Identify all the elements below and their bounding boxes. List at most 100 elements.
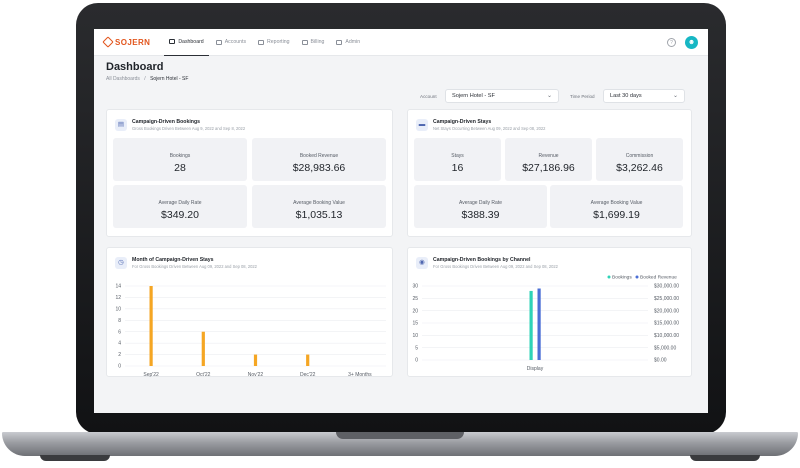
bar xyxy=(149,286,153,366)
bar-booked-revenue xyxy=(537,288,541,360)
y-tick-label: 10 xyxy=(115,306,121,312)
time-period-select[interactable]: Last 30 days ⌄ xyxy=(603,89,685,103)
card-title: Month of Campaign-Driven Stays xyxy=(132,257,214,263)
month-stays-chart: 0 2 4 6 8 10 12 14 Sep'22 Oct'22 Nov'22 Dec'22 3+ Mo… xyxy=(115,284,386,378)
nav-item-billing[interactable]: Billing xyxy=(297,29,330,56)
brand-name: SOJERN xyxy=(115,37,151,47)
breadcrumb-separator: / xyxy=(144,76,146,82)
stat-average-booking-value: Average Booking Value $1,035.13 xyxy=(252,185,386,228)
stat-label: Average Booking Value xyxy=(590,200,643,206)
nav-label: Reporting xyxy=(267,39,290,45)
stat-stays: Stays 16 xyxy=(414,138,501,181)
laptop-notch xyxy=(336,432,464,439)
stat-label: Commission xyxy=(625,153,654,159)
bar xyxy=(253,354,258,366)
x-tick-label: Nov'22 xyxy=(248,372,264,378)
y-tick-label-right: $15,000.00 xyxy=(654,321,679,327)
stat-value: $28,983.66 xyxy=(292,162,346,174)
chevron-down-icon: ⌄ xyxy=(546,93,552,99)
y-tick-label-left: 25 xyxy=(412,296,418,302)
stat-revenue: Revenue $27,186.96 xyxy=(505,138,592,181)
stat-commission: Commission $3,262.46 xyxy=(596,138,683,181)
bar xyxy=(201,331,205,366)
top-nav: SOJERN Dashboard Accounts Reporting Bill… xyxy=(94,29,708,56)
card-title: Campaign-Driven Bookings xyxy=(132,119,201,125)
stat-value: $1,035.13 xyxy=(295,209,343,221)
bed-icon: ▬ xyxy=(416,119,428,131)
channel-bookings-chart: 0 $0.00 5 $5,000.00 10 $10,000.00 15 $15,000.00… xyxy=(412,275,679,372)
sojern-logo-icon xyxy=(102,36,114,48)
legend-label: Booked Revenue xyxy=(640,275,677,281)
y-tick-label-left: 0 xyxy=(415,358,418,364)
month-stays-card: ◷ Month of Campaign-Driven Stays For Gro… xyxy=(106,247,393,378)
admin-icon xyxy=(336,39,343,45)
legend-swatch-booked-revenue xyxy=(635,275,639,279)
nav-item-admin[interactable]: Admin xyxy=(331,29,365,56)
y-tick-label-right: $5,000.00 xyxy=(654,345,676,351)
help-icon[interactable]: ? xyxy=(667,38,676,47)
stat-value: $349.20 xyxy=(161,209,199,221)
time-period-value: Last 30 days xyxy=(610,93,642,99)
card-subtitle: For Gross Bookings Driven Between Aug 09… xyxy=(132,264,257,269)
y-tick-label-left: 20 xyxy=(412,308,418,314)
stat-booked-revenue: Booked Revenue $28,983.66 xyxy=(252,138,386,181)
stat-value: 28 xyxy=(174,162,186,174)
stat-label: Booked Revenue xyxy=(299,153,339,159)
nav-label: Admin xyxy=(345,39,361,45)
stat-average-daily-rate: Average Daily Rate $388.39 xyxy=(414,185,547,228)
bar xyxy=(306,354,310,366)
card-title: Campaign-Driven Stays xyxy=(433,119,492,125)
accounts-icon xyxy=(215,39,222,45)
billing-icon xyxy=(301,39,308,45)
lock-icon: ◉ xyxy=(416,257,428,269)
stat-label: Average Booking Value xyxy=(293,200,345,206)
breadcrumb-root[interactable]: All Dashboards xyxy=(106,76,140,82)
y-tick-label: 8 xyxy=(118,318,121,324)
y-tick-label-left: 15 xyxy=(412,321,418,327)
nav-item-dashboard[interactable]: Dashboard xyxy=(164,29,209,56)
legend-label: Bookings xyxy=(612,275,632,281)
nav-item-accounts[interactable]: Accounts xyxy=(211,29,251,56)
user-avatar-icon[interactable]: ☻ xyxy=(685,36,698,49)
stat-value: $3,262.46 xyxy=(616,162,663,174)
stat-average-daily-rate: Average Daily Rate $349.20 xyxy=(113,185,247,228)
stat-average-booking-value: Average Booking Value $1,699.19 xyxy=(550,185,683,228)
stat-label: Stays xyxy=(451,153,464,159)
y-tick-label: 6 xyxy=(118,329,121,335)
stat-label: Average Daily Rate xyxy=(459,200,502,206)
dashboard-icon xyxy=(169,39,176,44)
channel-bookings-card: ◉ Campaign-Driven Bookings by Channel Fo… xyxy=(407,247,692,377)
nav-item-reporting[interactable]: Reporting xyxy=(253,29,295,56)
y-tick-label: 0 xyxy=(118,364,121,370)
account-select-value: Sojern Hotel - SF xyxy=(452,93,495,99)
y-tick-label-right: $0.00 xyxy=(654,358,667,364)
x-tick-label: Sep'22 xyxy=(143,372,159,378)
brand-logo[interactable]: SOJERN xyxy=(102,36,151,48)
y-tick-label-right: $25,000.00 xyxy=(654,296,679,302)
nav-label: Accounts xyxy=(224,39,247,45)
card-title: Campaign-Driven Bookings by Channel xyxy=(433,257,531,263)
y-tick-label: 14 xyxy=(115,284,121,290)
y-tick-label-left: 5 xyxy=(415,345,418,351)
account-filter-label: Account xyxy=(420,94,437,99)
y-tick-label-right: $30,000.00 xyxy=(654,284,679,290)
bookings-card: ▤ Campaign-Driven Bookings Gross Booking… xyxy=(106,109,393,237)
stat-label: Average Daily Rate xyxy=(158,200,202,206)
x-tick-label: Display xyxy=(527,366,544,372)
stat-value: $388.39 xyxy=(461,209,500,221)
x-tick-label: Dec'22 xyxy=(300,372,316,378)
stat-bookings: Bookings 28 xyxy=(113,138,247,181)
stat-label: Bookings xyxy=(169,153,191,159)
y-tick-label-right: $20,000.00 xyxy=(654,308,679,314)
breadcrumb-current: Sojern Hotel - SF xyxy=(150,76,189,82)
account-select[interactable]: Sojern Hotel - SF ⌄ xyxy=(445,89,559,103)
y-tick-label-right: $10,000.00 xyxy=(654,333,679,339)
chevron-down-icon: ⌄ xyxy=(672,93,678,99)
stat-value: $1,699.19 xyxy=(593,209,640,221)
y-tick-label: 12 xyxy=(115,295,121,301)
x-tick-label: 3+ Months xyxy=(348,372,372,378)
card-subtitle: Net Stays Occurring Between Aug 09, 2022… xyxy=(433,126,546,131)
bar-bookings xyxy=(529,290,533,360)
document-icon: ▤ xyxy=(115,119,127,131)
nav-label: Billing xyxy=(310,39,325,45)
